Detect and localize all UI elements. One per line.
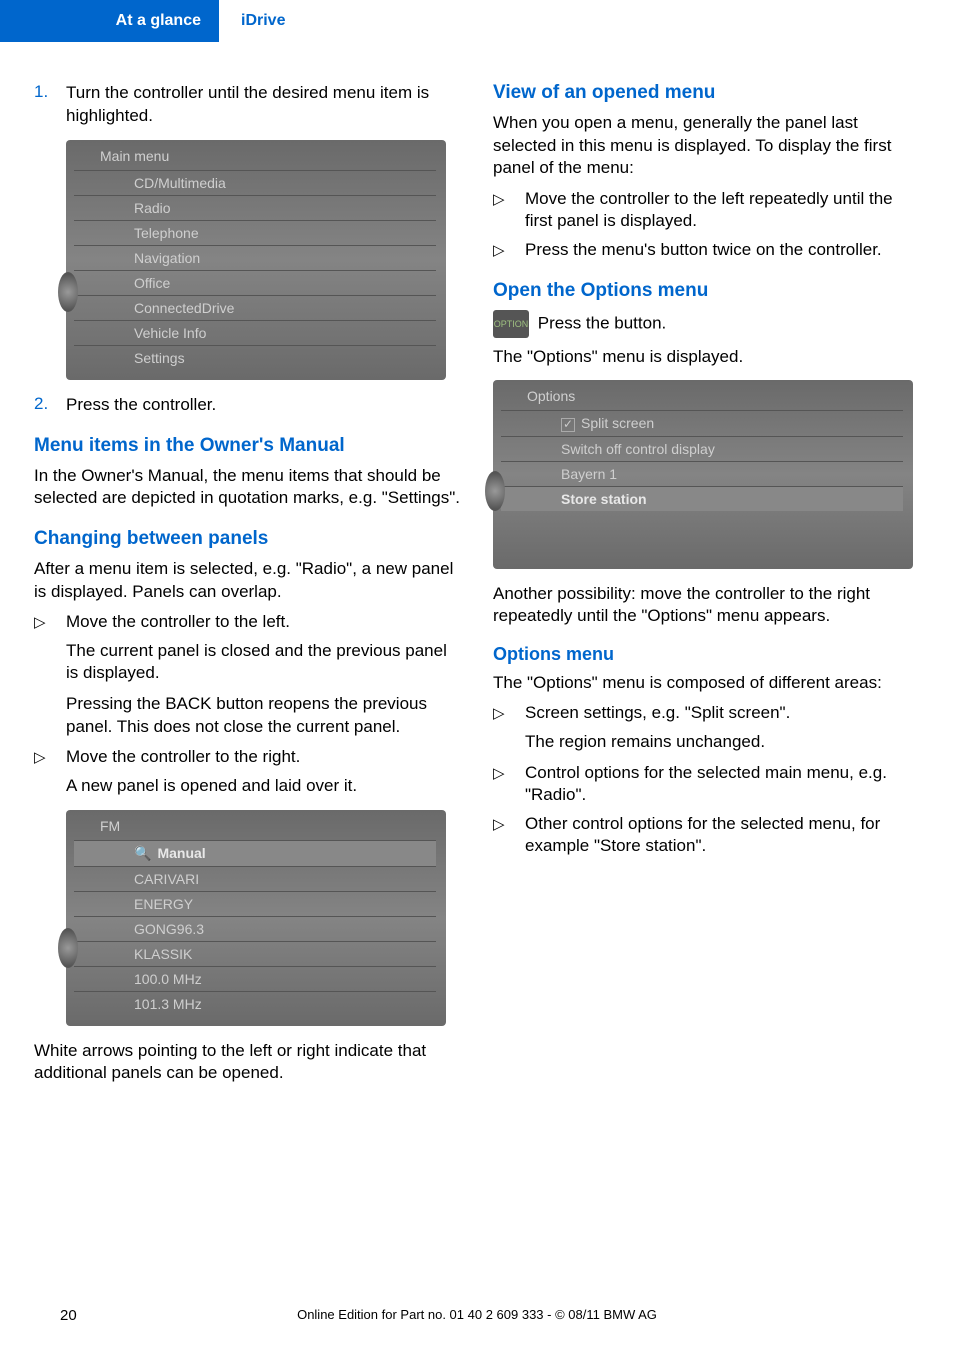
bullet-text: Other control options for the selected m…: [525, 813, 920, 858]
paragraph: In the Owner's Manual, the menu items th…: [34, 465, 461, 510]
bullet-other-control-options: ▷ Other control options for the selected…: [493, 813, 920, 858]
magnifier-icon: 🔍: [134, 845, 151, 861]
paragraph: When you open a menu, generally the pane…: [493, 112, 920, 180]
header-section-label: At a glance: [116, 12, 201, 30]
menu-row: GONG96.3: [74, 916, 436, 941]
option-button-icon: OPTION: [493, 310, 529, 338]
fm-screenshot: FM 🔍 Manual CARIVARI ENERGY GONG96.3 KLAS…: [66, 810, 446, 1026]
header-topic-label: iDrive: [241, 12, 285, 30]
bullet-move-left-repeat: ▷ Move the controller to the left repeat…: [493, 188, 920, 233]
menu-row: Telephone: [74, 220, 436, 245]
bullet-icon: ▷: [493, 702, 525, 725]
paragraph: Another possibility: move the controller…: [493, 583, 920, 628]
checkbox-icon: [561, 418, 575, 432]
menu-row: Settings: [74, 345, 436, 370]
heading-options-menu: Options menu: [493, 644, 920, 665]
paragraph: White arrows pointing to the left or rig…: [34, 1040, 461, 1085]
step-text: Press the controller.: [66, 394, 216, 417]
screenshot-title: Main menu: [74, 146, 436, 170]
bullet-icon: ▷: [493, 762, 525, 807]
heading-changing-panels: Changing between panels: [34, 528, 461, 550]
step-number: 1.: [34, 82, 66, 128]
menu-row: Bayern 1: [501, 461, 903, 486]
menu-row: Split screen: [501, 410, 903, 435]
menu-row-label: Manual: [157, 845, 205, 861]
header-topic-tab: iDrive: [219, 0, 954, 42]
menu-row: Radio: [74, 195, 436, 220]
bullet-sub-text: The region remains unchanged.: [525, 731, 920, 754]
step-number: 2.: [34, 394, 66, 417]
header-section-tab: At a glance: [0, 0, 219, 42]
heading-view-opened-menu: View of an opened menu: [493, 82, 920, 104]
menu-row: CD/Multimedia: [74, 170, 436, 195]
paragraph-option-button: OPTION Press the button.: [493, 310, 920, 338]
bullet-move-left: ▷ Move the controller to the left.: [34, 611, 461, 634]
menu-row: KLASSIK: [74, 941, 436, 966]
bullet-icon: ▷: [493, 188, 525, 233]
right-column: View of an opened menu When you open a m…: [493, 82, 920, 1093]
screenshot-title: FM: [74, 816, 436, 840]
left-column: 1. Turn the controller until the desired…: [34, 82, 461, 1093]
heading-open-options: Open the Options menu: [493, 280, 920, 302]
menu-row: Navigation: [74, 245, 436, 270]
paragraph: The "Options" menu is displayed.: [493, 346, 920, 369]
main-menu-screenshot: Main menu CD/Multimedia Radio Telephone …: [66, 140, 446, 380]
footer-line: Online Edition for Part no. 01 40 2 609 …: [0, 1307, 954, 1322]
screenshot-title: Options: [501, 386, 903, 410]
bullet-sub-text: A new panel is opened and laid over it.: [66, 775, 461, 798]
menu-row: 🔍 Manual: [74, 840, 436, 866]
bullet-press-twice: ▷ Press the menu's button twice on the c…: [493, 239, 920, 262]
menu-row: ConnectedDrive: [74, 295, 436, 320]
menu-row: CARIVARI: [74, 866, 436, 891]
bullet-sub-text: Pressing the BACK button reopens the pre…: [66, 693, 461, 738]
menu-row: Switch off control display: [501, 436, 903, 461]
bullet-icon: ▷: [493, 813, 525, 858]
menu-row: Store station: [501, 486, 903, 511]
bullet-control-options: ▷ Control options for the selected main …: [493, 762, 920, 807]
bullet-icon: ▷: [34, 611, 66, 634]
bullet-screen-settings: ▷ Screen settings, e.g. "Split screen".: [493, 702, 920, 725]
bullet-text: Move the controller to the right.: [66, 746, 300, 769]
menu-row: 101.3 MHz: [74, 991, 436, 1016]
bullet-text: Screen settings, e.g. "Split screen".: [525, 702, 790, 725]
bullet-move-right: ▷ Move the controller to the right.: [34, 746, 461, 769]
step-2: 2. Press the controller.: [34, 394, 461, 417]
press-button-text: Press the button.: [538, 313, 667, 332]
bullet-text: Press the menu's button twice on the con…: [525, 239, 882, 262]
paragraph: The "Options" menu is composed of differ…: [493, 672, 920, 695]
page-header: At a glance iDrive: [0, 0, 954, 42]
menu-row: ENERGY: [74, 891, 436, 916]
controller-knob-icon: [485, 471, 505, 511]
bullet-icon: ▷: [34, 746, 66, 769]
menu-row: Office: [74, 270, 436, 295]
bullet-text: Move the controller to the left.: [66, 611, 290, 634]
bullet-icon: ▷: [493, 239, 525, 262]
paragraph: After a menu item is selected, e.g. "Rad…: [34, 558, 461, 603]
controller-knob-icon: [58, 272, 78, 312]
menu-row: 100.0 MHz: [74, 966, 436, 991]
bullet-text: Control options for the selected main me…: [525, 762, 920, 807]
step-1: 1. Turn the controller until the desired…: [34, 82, 461, 128]
bullet-sub-text: The current panel is closed and the prev…: [66, 640, 461, 685]
menu-row: Vehicle Info: [74, 320, 436, 345]
heading-menu-items: Menu items in the Owner's Manual: [34, 435, 461, 457]
menu-row-label: Split screen: [581, 415, 654, 431]
options-screenshot: Options Split screen Switch off control …: [493, 380, 913, 568]
step-text: Turn the controller until the desired me…: [66, 82, 461, 128]
bullet-text: Move the controller to the left repeated…: [525, 188, 920, 233]
